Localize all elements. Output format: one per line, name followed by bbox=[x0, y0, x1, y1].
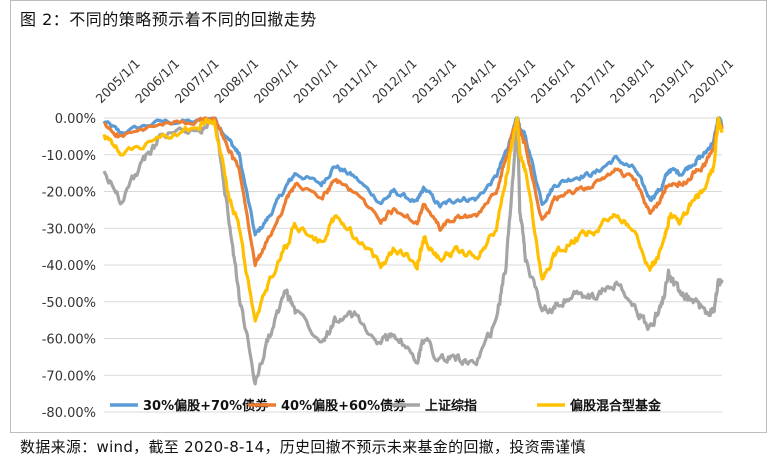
source-note: 数据来源：wind，截至 2020-8-14，历史回撤不预示未来基金的回撤，投资… bbox=[20, 438, 586, 456]
y-tick-label: -30.00% bbox=[42, 222, 96, 237]
y-tick-label: 0.00% bbox=[55, 112, 96, 127]
y-tick-label: -50.00% bbox=[42, 296, 96, 311]
series-line bbox=[102, 116, 724, 323]
series-line bbox=[103, 116, 724, 268]
series-line bbox=[102, 116, 724, 237]
gridlines bbox=[104, 117, 722, 413]
series-line bbox=[102, 116, 724, 386]
y-tick-label: -80.00% bbox=[42, 406, 96, 421]
y-tick-label: -60.00% bbox=[42, 333, 96, 348]
y-tick-label: -70.00% bbox=[42, 369, 96, 384]
legend: 30%偏股+70%债券 40%偏股+60%债券 上证综指 偏股混合型基金 bbox=[110, 398, 662, 414]
legend-label: 偏股混合型基金 bbox=[570, 398, 662, 414]
x-axis-labels: 2005/1/12006/1/12007/1/12008/1/12009/1/1… bbox=[93, 56, 737, 106]
legend-label: 40%偏股+60%债券 bbox=[281, 398, 407, 414]
chart-frame bbox=[10, 0, 767, 433]
y-tick-label: -40.00% bbox=[42, 259, 96, 274]
y-tick-label: -10.00% bbox=[42, 149, 96, 164]
figure-title: 图 2：不同的策略预示着不同的回撤走势 bbox=[20, 10, 317, 29]
series-lines bbox=[102, 116, 724, 386]
y-axis-labels: 0.00% -10.00% -20.00% -30.00% -40.00% -50.00%… bbox=[42, 112, 96, 421]
legend-label: 上证综指 bbox=[425, 398, 477, 414]
y-tick-label: -20.00% bbox=[42, 186, 96, 201]
legend-label: 30%偏股+70%债券 bbox=[143, 398, 269, 414]
drawdown-chart: 0.00% -10.00% -20.00% -30.00% -40.00% -50.00%… bbox=[42, 56, 737, 421]
